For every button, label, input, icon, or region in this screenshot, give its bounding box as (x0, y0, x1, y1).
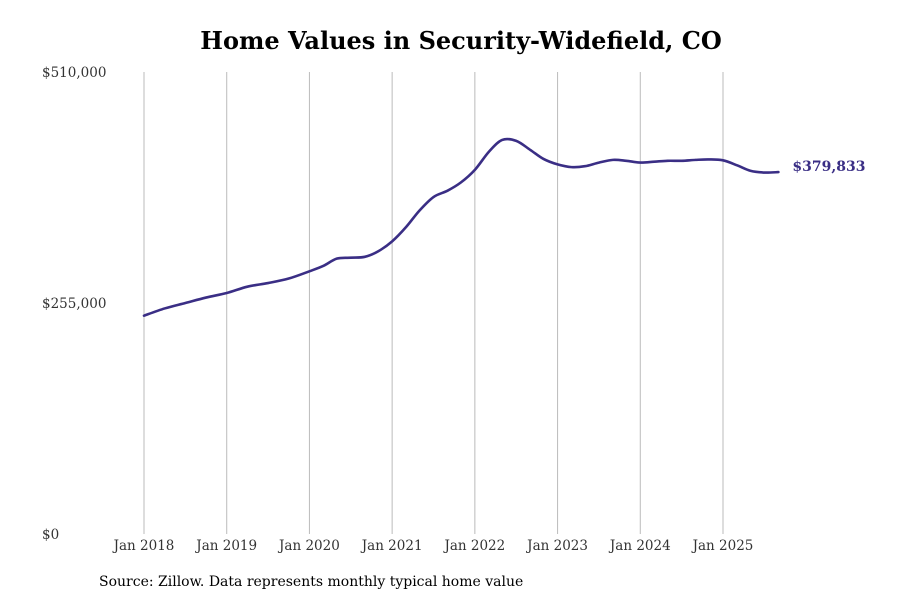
series-layer: $379,833 (142, 137, 865, 317)
vertical-gridlines (143, 72, 724, 534)
y-tick-label: $0 (42, 527, 59, 543)
x-tick-label: Jan 2019 (194, 538, 257, 554)
x-tick-label: Jan 2021 (360, 538, 423, 554)
y-tick-label: $255,000 (42, 296, 106, 312)
x-tick-label: Jan 2023 (525, 538, 588, 554)
x-tick-label: Jan 2024 (608, 538, 671, 554)
chart-title: Home Values in Security-Widefield, CO (200, 26, 722, 55)
x-tick-label: Jan 2025 (691, 538, 754, 554)
y-axis-tick-labels: $0 $255,000 $510,000 (42, 65, 106, 543)
x-tick-label: Jan 2022 (442, 538, 505, 554)
x-tick-label: Jan 2018 (112, 538, 175, 554)
series-line (142, 137, 780, 317)
source-note: Source: Zillow. Data represents monthly … (99, 574, 524, 590)
x-axis-tick-labels: Jan 2018 Jan 2019 Jan 2020 Jan 2021 Jan 2022… (112, 538, 754, 554)
x-tick-label: Jan 2020 (277, 538, 340, 554)
y-tick-label: $510,000 (42, 65, 106, 81)
end-value-label: $379,833 (792, 159, 865, 175)
